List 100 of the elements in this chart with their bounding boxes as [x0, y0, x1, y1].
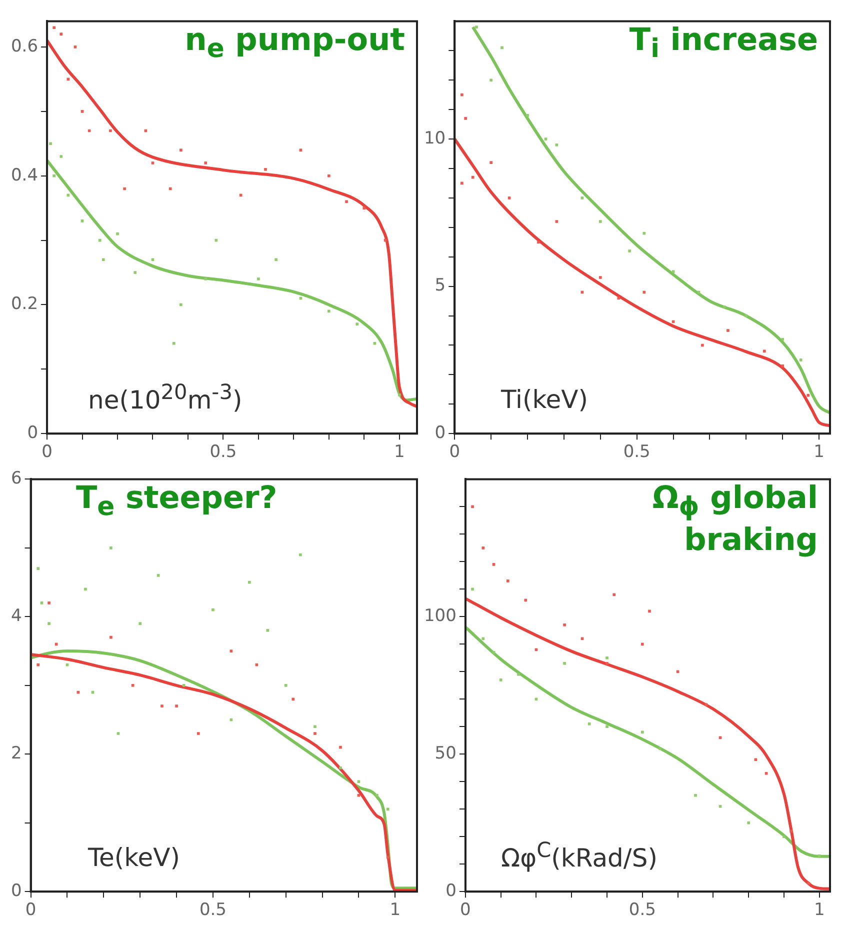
point	[588, 722, 591, 726]
point	[156, 574, 160, 577]
point	[248, 580, 251, 584]
point	[123, 187, 126, 190]
point	[212, 608, 214, 612]
point	[182, 684, 186, 687]
point	[204, 162, 208, 164]
x-tick-label: 0.5	[628, 900, 656, 920]
y-tick-label: 10	[424, 128, 446, 148]
point	[482, 637, 485, 640]
point	[98, 238, 102, 242]
x-tick-label: 1	[814, 442, 824, 462]
y-tick-label: 0	[434, 423, 446, 444]
point	[386, 808, 390, 811]
point	[357, 780, 360, 784]
point	[628, 250, 631, 252]
chart-title: n$_{e}$ pump-out	[184, 22, 405, 64]
point	[642, 290, 646, 294]
point	[345, 200, 348, 204]
point	[641, 730, 644, 734]
point	[672, 320, 675, 324]
point	[606, 656, 608, 660]
point	[131, 684, 134, 687]
point	[818, 854, 821, 858]
point	[257, 278, 260, 280]
point	[612, 593, 616, 596]
point	[580, 196, 584, 200]
point	[492, 563, 496, 566]
point	[555, 220, 558, 223]
point	[658, 747, 662, 750]
point	[274, 258, 278, 262]
point	[701, 344, 704, 347]
point	[754, 758, 758, 762]
point	[704, 703, 708, 706]
point	[534, 648, 538, 652]
point	[781, 364, 784, 368]
point	[102, 258, 105, 262]
point	[138, 622, 142, 625]
point	[110, 546, 112, 550]
point	[534, 698, 538, 701]
point	[499, 678, 502, 682]
point	[134, 271, 137, 274]
point	[490, 78, 492, 82]
point	[781, 338, 784, 341]
point	[806, 394, 810, 397]
point	[676, 670, 680, 674]
line-series	[454, 138, 830, 428]
point	[762, 350, 766, 353]
point	[460, 182, 464, 185]
point	[807, 882, 810, 885]
point	[790, 830, 792, 833]
point	[747, 821, 750, 824]
point	[230, 650, 233, 652]
point	[196, 732, 200, 735]
y-tick-label: 0.6	[10, 36, 38, 56]
point	[339, 766, 342, 770]
point	[490, 161, 492, 164]
point	[116, 732, 120, 735]
point	[648, 610, 651, 613]
point	[52, 26, 56, 30]
annotation: Ωφ$^{C}$(kRad/S)	[501, 838, 658, 872]
point	[506, 580, 510, 582]
point	[544, 138, 548, 140]
point	[204, 278, 208, 280]
point	[617, 296, 620, 300]
point	[299, 148, 302, 152]
point	[563, 662, 566, 665]
point	[357, 794, 360, 797]
point	[694, 794, 697, 797]
point	[48, 622, 50, 625]
point	[116, 232, 119, 236]
x-tick-label: 0.5	[623, 442, 650, 462]
point	[764, 772, 768, 775]
point	[214, 238, 218, 242]
y-tick-label: 0	[446, 881, 456, 902]
y-tick-label: 0	[10, 881, 22, 902]
point	[641, 642, 644, 646]
x-tick-label: 0.5	[199, 900, 226, 920]
annotation: Ti(keV)	[501, 385, 588, 414]
point	[314, 732, 316, 735]
text: Ω$_{ϕ}$ global braking	[651, 480, 818, 558]
x-tick-label: 1	[814, 900, 825, 920]
point	[284, 684, 288, 687]
x-tick-label: 0	[460, 900, 471, 920]
point	[52, 174, 56, 178]
y-tick-label: 0.2	[10, 294, 38, 314]
point	[292, 698, 295, 701]
point	[606, 662, 608, 665]
point	[80, 110, 84, 113]
x-tick-label: 1	[394, 442, 405, 462]
point	[722, 306, 726, 308]
point	[471, 505, 474, 508]
x-tick-label: 1	[390, 900, 401, 920]
point	[555, 144, 558, 146]
annotation: ne(10$^{20}$m$^{-3}$)	[88, 380, 242, 414]
point	[168, 187, 172, 190]
point	[526, 114, 529, 117]
point	[606, 725, 608, 728]
point	[475, 26, 478, 29]
chart-title: T$_{e}$ steeper?	[76, 480, 278, 522]
